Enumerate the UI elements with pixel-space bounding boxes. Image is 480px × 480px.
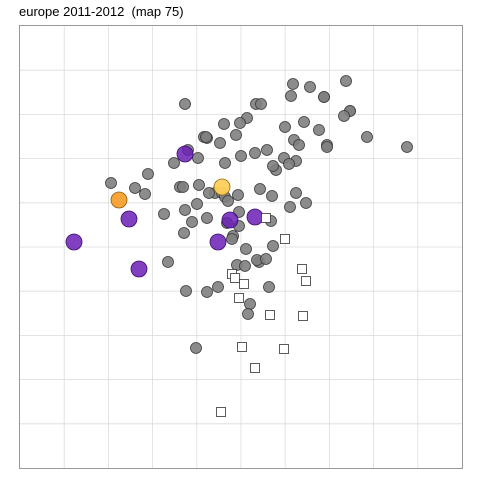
data-point-circle-grey — [222, 195, 234, 207]
plot-frame — [19, 25, 463, 469]
data-point-circle-grey — [180, 285, 192, 297]
data-point-circle-grey — [267, 240, 279, 252]
data-point-square — [230, 273, 240, 283]
grid-lines — [20, 26, 462, 468]
data-point-circle-grey — [142, 168, 154, 180]
data-point-circle-grey — [240, 243, 252, 255]
data-point-circle-grey — [218, 118, 230, 130]
data-point-square — [216, 407, 226, 417]
data-point-circle-grey — [129, 182, 141, 194]
data-point-circle-grey — [244, 298, 256, 310]
data-point-square — [265, 310, 275, 320]
data-point-circle-grey — [300, 197, 312, 209]
data-points — [65, 75, 413, 417]
data-point-circle-purple — [246, 208, 264, 226]
data-point-circle-grey — [318, 91, 330, 103]
data-point-circle-grey — [235, 150, 247, 162]
data-point-circle-grey — [193, 179, 205, 191]
data-point-square — [297, 264, 307, 274]
data-point-circle-yellow — [213, 178, 231, 196]
data-point-circle-grey — [321, 141, 333, 153]
data-point-circle-grey — [191, 198, 203, 210]
data-point-square — [234, 293, 244, 303]
data-point-circle-grey — [298, 116, 310, 128]
data-point-circle-grey — [304, 81, 316, 93]
data-point-square — [280, 234, 290, 244]
data-point-circle-grey — [287, 78, 299, 90]
data-point-circle-grey — [239, 260, 251, 272]
data-point-circle-grey — [179, 98, 191, 110]
data-point-circle-grey — [313, 124, 325, 136]
data-point-circle-grey — [190, 342, 202, 354]
data-point-circle-grey — [179, 204, 191, 216]
data-point-circle-purple — [120, 210, 138, 228]
data-point-square — [301, 276, 311, 286]
data-point-circle-grey — [290, 187, 302, 199]
data-point-circle-grey — [230, 129, 242, 141]
data-point-circle-grey — [279, 121, 291, 133]
data-point-circle-grey — [266, 190, 278, 202]
data-point-circle-grey — [254, 183, 266, 195]
data-point-circle-grey — [219, 157, 231, 169]
data-point-circle-grey — [226, 233, 238, 245]
data-point-square — [261, 213, 271, 223]
data-point-circle-grey — [261, 144, 273, 156]
data-point-circle-grey — [139, 188, 151, 200]
data-point-circle-grey — [186, 216, 198, 228]
data-point-circle-grey — [267, 160, 279, 172]
data-point-circle-grey — [192, 152, 204, 164]
data-point-circle-grey — [168, 157, 180, 169]
data-point-circle-grey — [214, 137, 226, 149]
data-point-circle-grey — [340, 75, 352, 87]
data-point-square — [250, 363, 260, 373]
chart-title: europe 2011-2012 (map 75) — [19, 4, 184, 19]
data-point-circle-grey — [284, 201, 296, 213]
data-point-circle-grey — [232, 189, 244, 201]
data-point-square — [279, 344, 289, 354]
data-point-circle-grey — [293, 139, 305, 151]
data-point-circle-grey — [361, 131, 373, 143]
data-point-circle-purple — [130, 260, 148, 278]
data-point-square — [298, 311, 308, 321]
data-point-square — [237, 342, 247, 352]
data-point-circle-grey — [283, 158, 295, 170]
data-point-circle-orange — [110, 191, 128, 209]
data-point-circle-grey — [201, 212, 213, 224]
data-point-circle-grey — [285, 90, 297, 102]
data-point-circle-purple — [65, 233, 83, 251]
data-point-circle-grey — [260, 253, 272, 265]
data-point-circle-grey — [201, 286, 213, 298]
data-point-circle-grey — [234, 117, 246, 129]
data-point-circle-grey — [212, 281, 224, 293]
data-point-circle-purple — [176, 145, 194, 163]
data-point-square — [239, 279, 249, 289]
data-point-circle-grey — [200, 131, 212, 143]
data-point-circle-grey — [162, 256, 174, 268]
data-point-circle-grey — [401, 141, 413, 153]
data-point-circle-grey — [203, 187, 215, 199]
data-point-circle-grey — [263, 281, 275, 293]
data-point-circle-grey — [338, 110, 350, 122]
data-point-circle-grey — [249, 147, 261, 159]
data-point-circle-grey — [105, 177, 117, 189]
data-point-circle-grey — [177, 181, 189, 193]
data-point-circle-purple — [221, 211, 239, 229]
data-point-circle-grey — [178, 227, 190, 239]
data-point-circle-grey — [158, 208, 170, 220]
data-point-circle-purple — [209, 233, 227, 251]
data-point-circle-grey — [242, 308, 254, 320]
data-point-circle-grey — [255, 98, 267, 110]
